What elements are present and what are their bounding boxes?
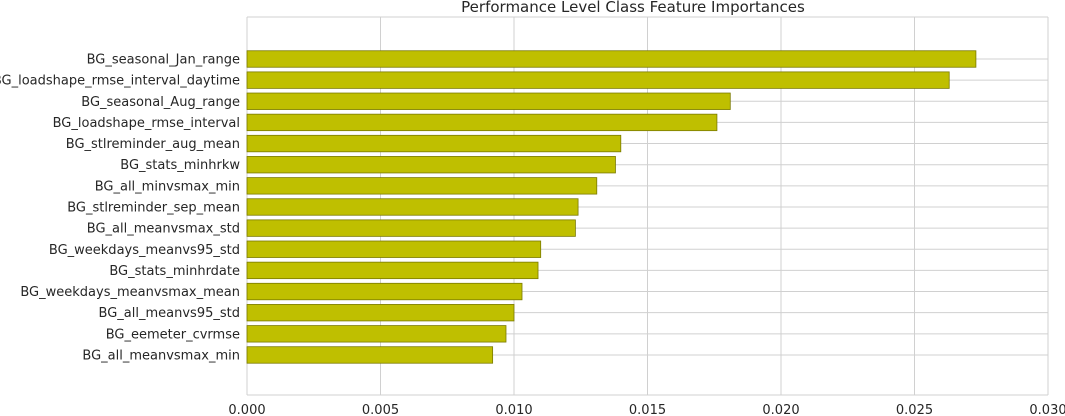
category-label: BG_all_meanvsmax_std — [87, 222, 240, 237]
category-label: BG_stats_minhrdate — [109, 264, 240, 279]
category-label: BG_all_minvsmax_min — [95, 179, 240, 194]
bar — [246, 304, 515, 322]
bar — [246, 198, 579, 216]
x-tick-label: 0.030 — [1029, 403, 1065, 416]
x-tick-label: 0.020 — [762, 403, 799, 416]
category-label: BG_stlreminder_aug_mean — [66, 137, 240, 152]
bar — [246, 113, 718, 132]
x-tick-label: 0.015 — [629, 403, 666, 416]
category-labels: BG_seasonal_Jan_range BG_loadshape_rmse_i… — [0, 53, 240, 364]
category-label: BG_seasonal_Aug_range — [81, 95, 240, 110]
bar — [246, 71, 950, 89]
bar — [246, 177, 598, 195]
x-tick-label: 0.010 — [495, 403, 532, 416]
category-label: BG_all_meanvsmax_min — [82, 348, 240, 363]
bar — [246, 261, 539, 280]
category-label: BG_eemeter_cvrmse — [106, 327, 240, 342]
bar — [246, 50, 977, 68]
chart-title: Performance Level Class Feature Importan… — [461, 0, 805, 16]
category-label: BG_seasonal_Jan_range — [87, 53, 240, 68]
x-tick-labels: 0.000 0.005 0.010 0.015 0.020 0.025 0.030 — [228, 403, 1065, 416]
category-label: BG_loadshape_rmse_interval_daytime — [0, 74, 240, 89]
category-label: BG_stlreminder_sep_mean — [67, 200, 240, 215]
x-tick-label: 0.000 — [228, 403, 265, 416]
bar — [246, 134, 622, 153]
category-label: BG_weekdays_meanvs95_std — [49, 243, 240, 258]
category-label: BG_all_meanvs95_std — [99, 306, 240, 321]
bar — [246, 219, 576, 237]
bar — [246, 282, 523, 301]
bar — [246, 156, 616, 174]
bar — [246, 325, 507, 343]
bar — [246, 346, 494, 364]
category-label: BG_loadshape_rmse_interval — [53, 116, 240, 131]
bars — [246, 50, 977, 364]
category-label: BG_weekdays_meanvsmax_mean — [20, 285, 240, 300]
bar — [246, 92, 731, 110]
x-tick-label: 0.025 — [896, 403, 933, 416]
category-label: BG_stats_minhrkw — [120, 158, 240, 173]
x-tick-label: 0.005 — [362, 403, 399, 416]
bar — [246, 240, 542, 258]
